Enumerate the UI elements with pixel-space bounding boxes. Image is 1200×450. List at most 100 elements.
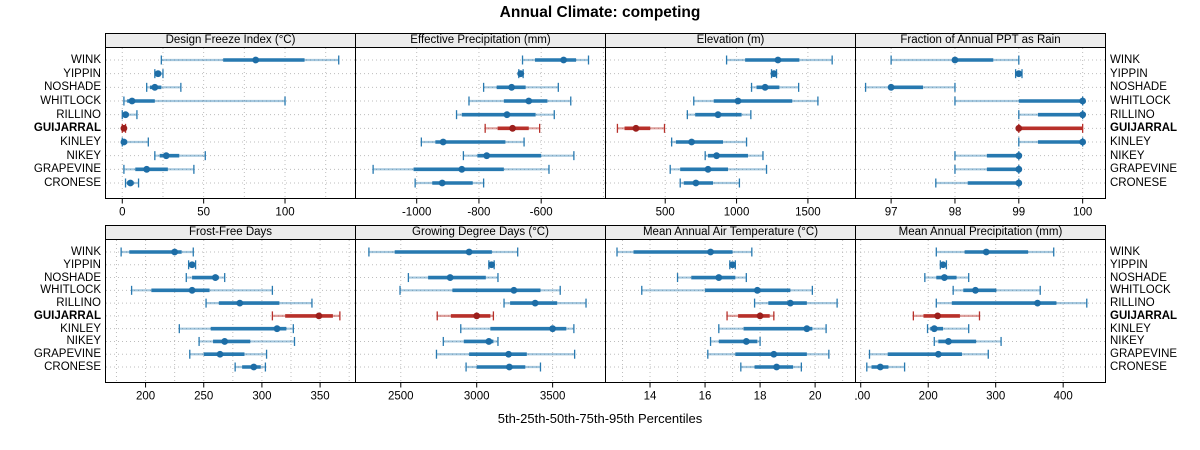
panel-elevation-m: Elevation (m) 500 1000 1500 [605, 33, 856, 219]
median-dot-yippin [188, 261, 196, 269]
median-dot-guijarral [473, 312, 481, 320]
site-labels-right: WINK YIPPIN NOSHADE WHITLOCK RILLINO GUIJARRA… [1108, 240, 1200, 381]
median-dot-kinley [1079, 138, 1087, 146]
median-dot-cronese [692, 179, 700, 187]
row-label-left-guijarral: GUIJARRAL [33, 309, 101, 322]
median-dot-kinley [803, 325, 811, 333]
panel-x-axis: -1000 -800 -600 [402, 199, 553, 219]
median-dot-rillino [503, 111, 511, 119]
row-label-left-cronese: CRONESE [44, 361, 101, 373]
percentile-row-guijarral [616, 123, 666, 133]
panel-header-effective-precipitation-mm: Effective Precipitation (mm) [355, 33, 606, 48]
row-label-left-wink: WINK [70, 246, 101, 258]
median-dot-guijarral [120, 124, 128, 132]
panel-plot [356, 240, 605, 381]
median-dot-nikey [742, 338, 750, 345]
panel-plot-area [105, 48, 356, 199]
row-label-right-rillino: RILLINO [1110, 297, 1155, 310]
grid-lines [106, 48, 355, 197]
median-dot-whitlock [525, 97, 533, 105]
percentile-row-whitlock [123, 96, 286, 106]
x-tick-label: 100 [855, 391, 870, 403]
row-label-right-kinley: KINLEY [1110, 322, 1151, 335]
median-dot-guijarral [632, 124, 640, 132]
percentile-row-yippin [154, 69, 164, 79]
x-tick-label: -800 [467, 207, 490, 219]
percentile-row-nikey [442, 336, 499, 346]
site-labels-left: WINK YIPPIN NOSHADE WHITLOCK RILLINO GUIJARRA… [0, 240, 103, 381]
panel-plot-area [355, 48, 606, 199]
percentile-row-grapevine [435, 349, 576, 359]
percentile-row-kinley [460, 324, 575, 334]
percentile-row-guijarral [912, 311, 981, 321]
row-label-left-yippin: YIPPIN [63, 67, 101, 80]
median-dot-kinley [930, 325, 938, 333]
row-label-right-yippin: YIPPIN [1110, 67, 1148, 80]
median-dot-wink [951, 56, 959, 64]
row-label-left-kinley: KINLEY [60, 136, 101, 148]
panel-fraction-of-annual-ppt-as-rain: Fraction of Annual PPT as Rain 97 98 99 100 [855, 33, 1106, 219]
median-dot-grapevine [770, 350, 778, 358]
panel-plot [856, 48, 1105, 197]
percentile-row-wink [935, 247, 1055, 257]
median-dot-nikey [483, 152, 491, 160]
row-label-right-guijarral: GUIJARRAL [1110, 122, 1178, 135]
x-tick-label: 300 [252, 391, 271, 403]
percentile-row-noshade [864, 82, 956, 92]
median-dot-nikey [1015, 152, 1023, 160]
median-dot-noshade [446, 274, 454, 281]
median-dot-grapevine [704, 165, 712, 173]
percentile-row-cronese [124, 178, 140, 188]
panel-plot [356, 48, 605, 197]
percentile-row-grapevine [954, 164, 1023, 174]
percentiles-caption: 5th-25th-50th-75th-95th Percentiles [497, 411, 703, 426]
percentile-row-wink [160, 55, 340, 65]
x-tick-label: 16 [699, 391, 712, 403]
percentile-row-rillino [1018, 110, 1087, 120]
median-dot-grapevine [1015, 165, 1023, 173]
percentile-row-cronese [866, 362, 906, 372]
median-dot-cronese [876, 363, 884, 371]
median-dot-rillino [122, 111, 129, 119]
percentile-row-wink [368, 247, 519, 257]
grid-lines [606, 240, 855, 381]
percentile-row-rillino [935, 298, 1088, 308]
median-dot-cronese [773, 363, 780, 371]
median-dot-yippin [1015, 70, 1023, 78]
median-dot-noshade [211, 274, 219, 281]
row-label-left-nikey: NIKEY [66, 335, 101, 348]
panel-plot-area [605, 240, 856, 383]
panel-effective-precipitation-mm: Effective Precipitation (mm) -1000 -800 -60… [355, 33, 606, 219]
panel-plot [106, 240, 355, 381]
percentile-row-noshade [146, 82, 182, 92]
percentile-row-nikey [198, 336, 296, 346]
percentile-row-cronese [414, 178, 485, 188]
median-dot-whitlock [753, 286, 761, 294]
x-tick-label: 300 [986, 391, 1005, 403]
median-dot-kinley [439, 138, 447, 146]
median-dot-kinley [273, 325, 281, 333]
median-dot-grapevine [934, 350, 942, 358]
panel-header-fraction-of-annual-ppt-as-rain: Fraction of Annual PPT as Rain [855, 33, 1106, 48]
percentile-row-grapevine [372, 164, 550, 174]
grid-lines [856, 48, 1105, 197]
row-label-right-wink: WINK [1110, 54, 1141, 66]
median-dot-rillino [714, 111, 722, 119]
row-label-right-grapevine: GRAPEVINE [1110, 348, 1178, 361]
percentile-row-nikey [154, 151, 206, 161]
panel-x-axis: 97 98 99 100 [885, 199, 1092, 219]
percentile-row-cronese [740, 362, 802, 372]
percentile-row-grapevine [707, 349, 830, 359]
median-dot-yippin [939, 261, 947, 269]
percentile-row-cronese [234, 362, 267, 372]
median-dot-noshade [508, 83, 516, 91]
median-dot-cronese [1015, 179, 1023, 187]
median-dot-nikey [713, 152, 720, 160]
median-dot-cronese [505, 363, 513, 371]
median-dot-nikey [221, 338, 229, 345]
percentile-row-rillino [753, 298, 838, 308]
row-label-right-noshade: NOSHADE [1110, 81, 1167, 94]
panel-plot [606, 240, 855, 381]
panel-header-mean-annual-precipitation-mm: Mean Annual Precipitation (mm) [855, 225, 1106, 240]
